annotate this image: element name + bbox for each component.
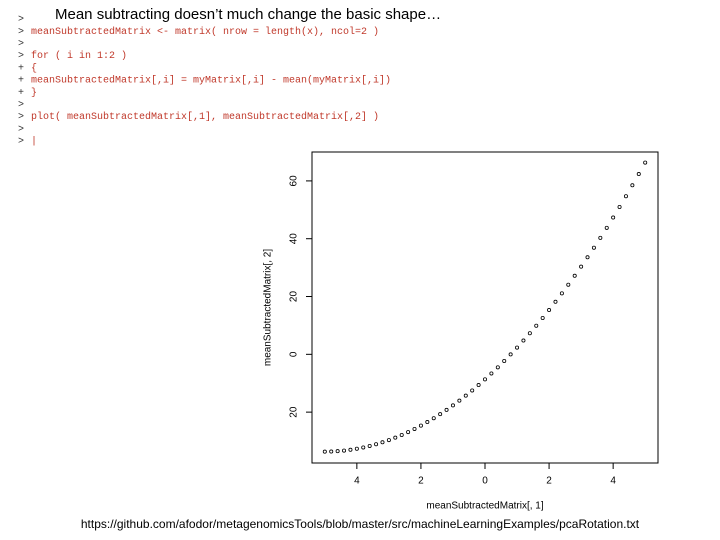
point [393, 435, 398, 440]
y-tick-label: 40 [289, 233, 300, 245]
point [540, 315, 545, 320]
slide-title: Mean subtracting doesn’t much change the… [55, 6, 441, 23]
point [630, 183, 635, 188]
point [476, 383, 481, 388]
console-prompt: > [18, 112, 24, 123]
point [470, 388, 475, 393]
console-code: for ( i in 1:2 ) [31, 50, 127, 62]
point [361, 445, 366, 450]
console-prompt: > [18, 100, 24, 111]
point [585, 255, 590, 260]
console-prompt: > [18, 27, 24, 38]
point [399, 432, 404, 437]
point [380, 440, 385, 445]
point [604, 225, 609, 230]
y-tick-label: 20 [289, 291, 300, 303]
point [515, 345, 520, 350]
footer: https://github.com/afodor/metagenomicsTo… [81, 517, 640, 531]
point [623, 194, 628, 199]
point [348, 447, 353, 452]
point [431, 416, 436, 421]
point [559, 291, 564, 296]
x-tick-label: 2 [546, 476, 552, 487]
console-code: { [31, 62, 37, 74]
point [611, 215, 616, 220]
console-prompt: > [18, 15, 24, 26]
point [643, 160, 648, 165]
point [438, 412, 443, 417]
point [354, 446, 359, 451]
y-tick-label: 0 [289, 351, 300, 357]
point [457, 398, 462, 403]
console-prompt: + [18, 88, 24, 99]
point [374, 442, 379, 447]
point [508, 352, 513, 357]
point [566, 282, 571, 287]
point [444, 407, 449, 412]
point [579, 264, 584, 269]
console-prompt: > [18, 39, 24, 50]
point [553, 299, 558, 304]
point [367, 443, 372, 448]
point [527, 331, 532, 336]
console-code: } [31, 87, 37, 99]
x-tick-label: 0 [482, 476, 488, 487]
point [418, 423, 423, 428]
x-tick-label: 2 [418, 476, 424, 487]
console-code: meanSubtractedMatrix[,i] = myMatrix[,i] … [31, 75, 391, 87]
point [489, 371, 494, 376]
y-tick-label: 60 [289, 175, 300, 187]
y-axis-label: meanSubtractedMatrix[, 2] [263, 249, 274, 366]
point [636, 172, 641, 177]
point [450, 403, 455, 408]
plot-frame [311, 151, 659, 464]
console-prompt: + [18, 63, 24, 74]
point [521, 338, 526, 343]
y-tick-label: 20 [289, 406, 300, 418]
point [406, 430, 411, 435]
console-code: | [31, 136, 37, 148]
point [482, 377, 487, 382]
point [572, 273, 577, 278]
console-prompt: > [18, 137, 24, 148]
console-prompt: > [18, 124, 24, 135]
point [329, 449, 334, 454]
point [591, 245, 596, 250]
point [598, 235, 603, 240]
point [463, 393, 468, 398]
point [495, 365, 500, 370]
x-axis-label: meanSubtractedMatrix[, 1] [426, 501, 543, 512]
point [342, 448, 347, 453]
point [386, 438, 391, 443]
point [335, 449, 340, 454]
x-tick-label: 4 [354, 476, 360, 487]
console-code: plot( meanSubtractedMatrix[,1], meanSubt… [31, 111, 379, 123]
console-prompt: > [18, 51, 24, 62]
point [617, 205, 622, 210]
console-prompt: + [18, 76, 24, 87]
point [412, 426, 417, 431]
point [534, 323, 539, 328]
point [322, 449, 327, 454]
point [425, 420, 430, 425]
console-code: meanSubtractedMatrix <- matrix( nrow = l… [31, 26, 379, 38]
point [547, 308, 552, 313]
x-tick-label: 4 [610, 476, 616, 487]
point [502, 359, 507, 364]
